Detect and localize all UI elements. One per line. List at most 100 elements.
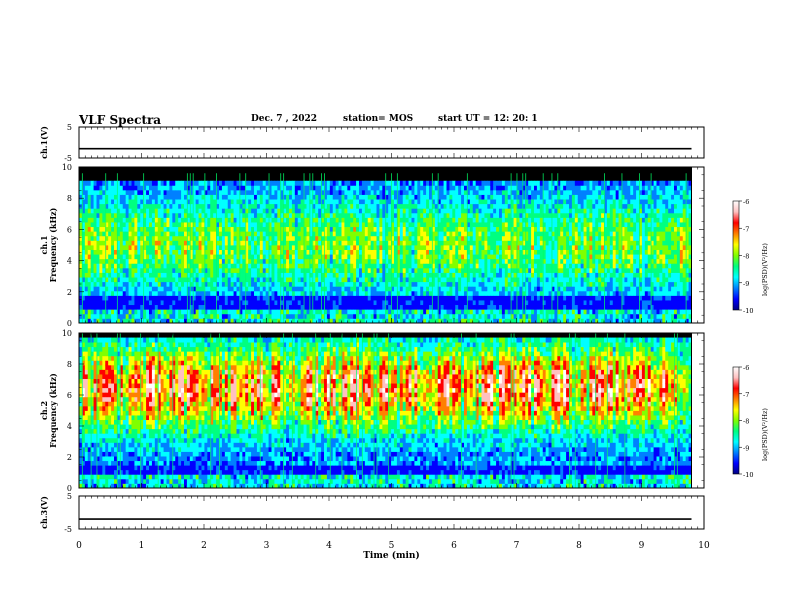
burst-line — [324, 173, 325, 323]
burst-line — [186, 173, 188, 323]
burst-line — [172, 333, 174, 488]
y-axis-label: ch.2 — [39, 401, 49, 420]
y-tick-label: 2 — [67, 453, 72, 462]
burst-line — [116, 333, 118, 488]
burst-line — [604, 173, 605, 323]
burst-line — [312, 173, 314, 323]
burst-line — [291, 333, 293, 488]
burst-line — [685, 173, 687, 323]
burst-line — [376, 333, 378, 488]
burst-line — [466, 173, 468, 323]
burst-line — [513, 333, 515, 488]
burst-line — [341, 333, 343, 488]
burst-line — [574, 333, 576, 488]
colorbar-tick-label: -8 — [743, 253, 749, 261]
y-tick-label: -5 — [64, 525, 72, 534]
burst-line — [388, 333, 390, 488]
x-tick-label: 3 — [264, 541, 270, 551]
y-axis-label: Frequency (kHz) — [48, 207, 58, 282]
y-axis-label: ch.3(V) — [39, 496, 49, 529]
burst-line — [461, 333, 462, 488]
burst-line — [396, 173, 398, 323]
burst-line — [431, 173, 433, 323]
y-tick-label: 10 — [62, 329, 72, 338]
colorbar-tick-label: -6 — [743, 364, 749, 372]
burst-line — [385, 173, 387, 323]
burst-line — [676, 333, 678, 488]
y-tick-label: 5 — [67, 123, 72, 132]
burst-line — [569, 333, 570, 488]
burst-line — [283, 173, 285, 323]
burst-line — [157, 333, 159, 488]
burst-line — [315, 333, 317, 488]
colorbars: -6 -7 -8 -9 -10 log(PSD)(V²/Hz) -6 -7 -8 -9 -10 log… — [732, 198, 769, 479]
colorbar-tick-label: -10 — [743, 471, 753, 479]
burst-line — [329, 333, 331, 488]
y-tick-label: 6 — [67, 391, 72, 400]
y-tick-label: 5 — [67, 492, 72, 501]
burst-line — [551, 173, 553, 323]
burst-line — [90, 333, 92, 488]
burst-line — [475, 333, 477, 488]
x-tick-label: 10 — [698, 541, 710, 551]
burst-line — [245, 173, 247, 323]
y-tick-label: -5 — [64, 154, 72, 163]
burst-line — [373, 333, 375, 488]
burst-line — [525, 173, 527, 323]
burst-line — [189, 173, 191, 323]
y-axis-label: Frequency (kHz) — [48, 373, 58, 448]
colorbar-label: log(PSD)(V²/Hz) — [761, 243, 769, 296]
burst-line — [210, 333, 212, 488]
burst-line — [542, 173, 544, 323]
spectrogram-ch1 — [79, 167, 692, 324]
x-tick-label: 9 — [639, 541, 645, 551]
burst-line — [303, 173, 305, 323]
y-axis-label: ch.1 — [39, 235, 49, 254]
y-tick-label: 6 — [67, 225, 72, 234]
x-tick-label: 1 — [139, 541, 145, 551]
x-tick-label: 7 — [514, 541, 520, 551]
station-label: station= MOS — [343, 114, 414, 124]
burst-line — [116, 173, 118, 323]
date-label: Dec. 7 , 2022 — [251, 114, 317, 124]
colorbar-tick-label: -10 — [743, 307, 753, 315]
burst-line — [510, 173, 512, 323]
burst-line — [105, 173, 107, 323]
colorbar-tick-label: -8 — [743, 418, 749, 426]
x-tick-label: 5 — [389, 541, 395, 551]
start-time-label: start UT = 12: 20: 1 — [438, 114, 538, 124]
colorbar-tick-label: -7 — [743, 391, 749, 399]
x-tick-label: 6 — [451, 541, 457, 551]
burst-line — [81, 173, 83, 323]
burst-line — [119, 333, 121, 488]
burst-line — [96, 333, 98, 488]
colorbar-tick-label: -9 — [743, 444, 749, 452]
y-tick-label: 0 — [67, 484, 72, 493]
burst-line — [280, 173, 282, 323]
burst-line — [81, 333, 83, 488]
burst-line — [356, 333, 357, 488]
burst-line — [639, 173, 640, 323]
x-tick-label: 4 — [326, 541, 332, 551]
burst-line — [557, 173, 559, 323]
burst-line — [624, 333, 626, 488]
burst-line — [239, 173, 241, 323]
y-tick-label: 4 — [67, 257, 72, 266]
burst-line — [219, 333, 220, 488]
burst-line — [522, 173, 524, 323]
colorbar-tick-label: -9 — [743, 280, 749, 288]
burst-line — [309, 173, 311, 323]
burst-line — [437, 173, 439, 323]
burst-line — [143, 173, 145, 323]
burst-line — [259, 333, 261, 488]
burst-line — [674, 333, 675, 488]
y-tick-label: 0 — [67, 319, 72, 328]
burst-line — [321, 173, 322, 323]
colorbar-tick-label: -6 — [743, 198, 749, 206]
burst-line — [650, 173, 652, 323]
burst-line — [391, 173, 392, 323]
burst-line — [268, 173, 270, 323]
y-tick-label: 10 — [62, 163, 72, 172]
